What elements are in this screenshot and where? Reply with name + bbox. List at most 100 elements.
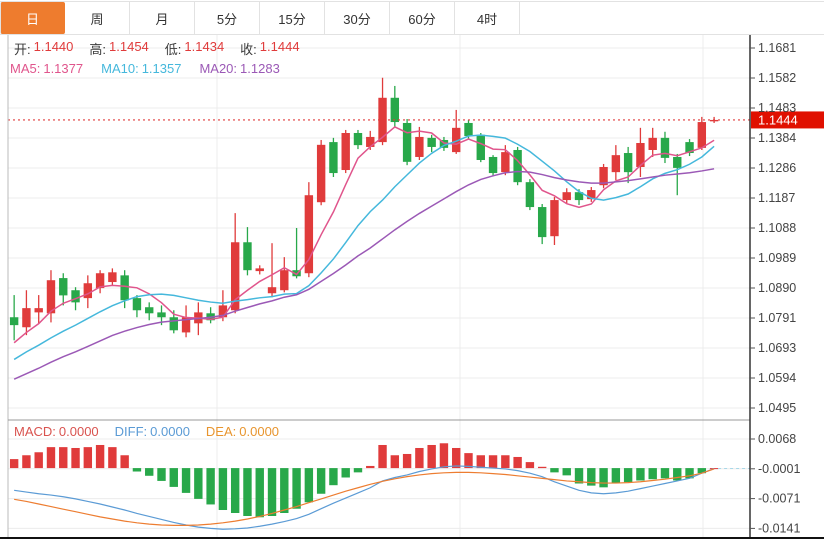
ma20-label: MA20: xyxy=(199,61,238,76)
macd-bar xyxy=(120,455,129,469)
macd-bar xyxy=(341,468,350,478)
candle xyxy=(464,122,473,137)
dea-line xyxy=(14,468,715,527)
price-tick-label: 1.0693 xyxy=(758,341,796,355)
dea-label: DEA: xyxy=(205,424,237,439)
candle xyxy=(46,280,56,314)
candle xyxy=(574,192,584,201)
candle xyxy=(329,142,338,174)
macd-bar xyxy=(390,455,400,469)
macd-bar xyxy=(378,444,387,469)
diff-value: 0.0000 xyxy=(150,424,190,439)
tab-day[interactable]: 日 xyxy=(0,2,65,34)
close-value: 1.1444 xyxy=(259,39,300,54)
candles xyxy=(9,77,719,341)
price-tick-label: 1.1286 xyxy=(758,161,796,175)
candle xyxy=(108,272,117,283)
tab-15min[interactable]: 15分 xyxy=(260,2,325,34)
candle xyxy=(34,308,43,313)
macd-value: 0.0000 xyxy=(58,424,99,439)
candle xyxy=(132,298,142,311)
macd-bar xyxy=(488,455,498,469)
candle xyxy=(378,97,387,143)
price-tick-label: 1.1384 xyxy=(758,131,796,145)
candle xyxy=(427,137,436,147)
candle xyxy=(697,122,707,148)
candle xyxy=(353,132,363,146)
macd-bar xyxy=(427,444,436,469)
candle xyxy=(673,156,682,168)
macd-tick-label: -0.0071 xyxy=(758,492,800,506)
candle xyxy=(525,182,535,208)
candle xyxy=(439,139,449,148)
candle xyxy=(476,134,485,161)
candle xyxy=(169,317,178,331)
low-value: 1.1434 xyxy=(184,39,225,54)
candle xyxy=(267,287,277,294)
candle xyxy=(316,144,326,203)
candle xyxy=(230,242,240,311)
macd-bar xyxy=(550,468,559,473)
candle xyxy=(452,127,461,153)
macd-bar xyxy=(562,468,571,476)
ma5-value: 1.1377 xyxy=(43,61,84,76)
tab-60min[interactable]: 60分 xyxy=(390,2,455,34)
macd-bar xyxy=(316,468,326,494)
candle xyxy=(513,149,522,183)
candle xyxy=(611,155,621,173)
macd-bar xyxy=(353,468,363,473)
tab-30min[interactable]: 30分 xyxy=(325,2,390,34)
ma20-line xyxy=(13,168,715,380)
candle xyxy=(145,307,154,314)
macd-bar xyxy=(83,447,93,469)
ma10-label: MA10: xyxy=(101,61,139,76)
candle xyxy=(181,317,191,333)
macd-bar xyxy=(464,453,473,469)
price-tick-label: 1.1187 xyxy=(758,191,795,205)
open-value: 1.1440 xyxy=(33,39,74,54)
diff-label: DIFF: xyxy=(114,424,148,439)
tab-5min[interactable]: 5分 xyxy=(195,2,260,34)
macd-bar xyxy=(685,468,694,479)
tab-4hour[interactable]: 4时 xyxy=(455,2,520,34)
diff-line xyxy=(14,465,715,530)
macd-bar xyxy=(243,468,252,516)
macd-bar xyxy=(366,465,375,469)
macd-label: MACD: xyxy=(14,424,56,439)
candle xyxy=(501,152,510,173)
candle xyxy=(709,119,719,122)
candle xyxy=(95,273,105,289)
macd-bar xyxy=(206,468,215,505)
ma5-label: MA5: xyxy=(10,61,41,76)
macd-bar xyxy=(267,468,277,516)
macd-tick-label: -0.0141 xyxy=(758,521,800,535)
candle xyxy=(366,136,375,147)
open-label: 开: xyxy=(14,42,31,57)
high-value: 1.1454 xyxy=(109,39,149,54)
macd-bar xyxy=(574,468,584,484)
macd-bar xyxy=(402,453,412,469)
gridlines xyxy=(8,35,750,538)
candle xyxy=(120,275,129,301)
candle xyxy=(157,312,166,318)
macd-bar xyxy=(660,468,670,479)
macd-bar xyxy=(525,462,535,469)
ma10-value: 1.1357 xyxy=(141,61,182,76)
macd-bar xyxy=(537,466,547,469)
macd-bar xyxy=(218,468,228,511)
tab-month[interactable]: 月 xyxy=(130,2,195,34)
price-tick-label: 1.0594 xyxy=(758,371,796,385)
ma-legend: MA5: 1.1377 MA10: 1.1357 MA20: 1.1283 xyxy=(10,61,280,76)
close-label: 收: xyxy=(240,42,257,57)
candle xyxy=(9,317,19,326)
timeframe-tabbar: 日 周 月 5分 15分 30分 60分 4时 xyxy=(0,1,824,35)
candle xyxy=(537,207,547,238)
current-price-flag xyxy=(751,111,824,129)
macd-bar xyxy=(181,468,191,493)
candle xyxy=(660,137,670,158)
macd-bar xyxy=(46,447,56,469)
high-label: 高: xyxy=(89,42,107,57)
tab-week[interactable]: 周 xyxy=(65,2,130,34)
